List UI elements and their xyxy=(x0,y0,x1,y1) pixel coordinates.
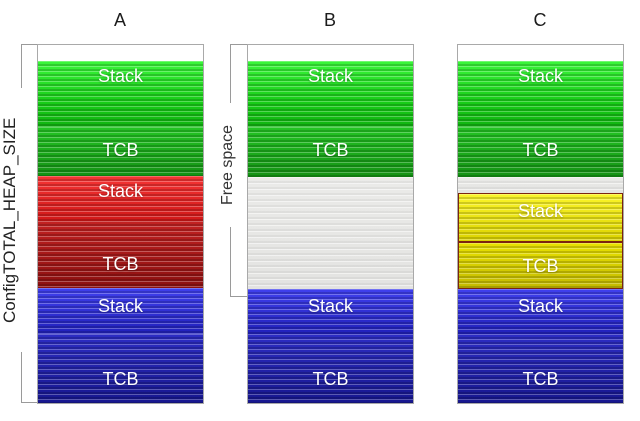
block-stack-blue-stack: Stack xyxy=(458,289,623,334)
free-space-bracket-lower-line xyxy=(230,227,231,297)
block-stack-green-stack: Stack xyxy=(248,61,413,127)
heap-size-bracket-upper-line xyxy=(21,44,22,88)
block-tcb-green-tcb: TCB xyxy=(38,127,203,176)
block-stack-blue-stack: Stack xyxy=(38,288,203,334)
block-tcb-red-tcb: TCB xyxy=(38,221,203,288)
heap-column-b: Stack TCB Stack TCB xyxy=(247,44,414,404)
block-stack-red-stack: Stack xyxy=(38,176,203,221)
block-label: Stack xyxy=(97,66,144,86)
block-label: Stack xyxy=(517,296,564,316)
block-label: TCB xyxy=(522,369,559,389)
block-label: Stack xyxy=(517,66,564,86)
block-label: Stack xyxy=(97,181,144,201)
block-stack-green-stack: Stack xyxy=(458,61,623,127)
block-label: TCB xyxy=(102,254,139,274)
block-tcb-green-tcb: TCB xyxy=(458,127,623,177)
block-label: TCB xyxy=(522,140,559,160)
column-b-title: B xyxy=(323,10,336,30)
block-tcb-yellow-tcb: TCB xyxy=(458,242,623,289)
block-tcb-blue-tcb: TCB xyxy=(248,334,413,403)
block-free-space xyxy=(248,177,413,289)
free-space-bracket-bottom-tick xyxy=(230,296,247,297)
block-stack-green-stack: Stack xyxy=(38,61,203,127)
block-label: Stack xyxy=(97,296,144,316)
block-free-space xyxy=(458,177,623,193)
heap-column-c: Stack TCB Stack TCB Stack TCB xyxy=(457,44,624,404)
block-tcb-blue-tcb: TCB xyxy=(458,334,623,403)
block-label: TCB xyxy=(102,369,139,389)
heap-size-bracket-top-tick xyxy=(21,44,37,45)
heap-size-label: ConfigTOTAL_HEAP_SIZE xyxy=(0,117,19,323)
block-label: TCB xyxy=(102,140,139,160)
block-stack-blue-stack: Stack xyxy=(248,289,413,334)
block-label: Stack xyxy=(307,66,354,86)
block-label: TCB xyxy=(312,140,349,160)
block-label: TCB xyxy=(522,256,559,276)
heap-size-bracket-bottom-tick xyxy=(21,402,37,403)
block-label: Stack xyxy=(307,296,354,316)
block-tcb-blue-tcb: TCB xyxy=(38,334,203,403)
block-label: Stack xyxy=(517,201,564,221)
free-space-bracket-upper-line xyxy=(230,44,231,103)
free-space-bracket-top-tick xyxy=(230,44,247,45)
block-tcb-green-tcb: TCB xyxy=(248,127,413,177)
block-label: TCB xyxy=(312,369,349,389)
heap-column-a: Stack TCB Stack TCB Stack TCB xyxy=(37,44,204,404)
block-stack-yellow-stack: Stack xyxy=(458,193,623,242)
heap-size-bracket-lower-line xyxy=(21,352,22,402)
free-space-label: Free space xyxy=(219,124,236,206)
column-a-title: A xyxy=(113,10,126,30)
column-c-title: C xyxy=(533,10,547,30)
